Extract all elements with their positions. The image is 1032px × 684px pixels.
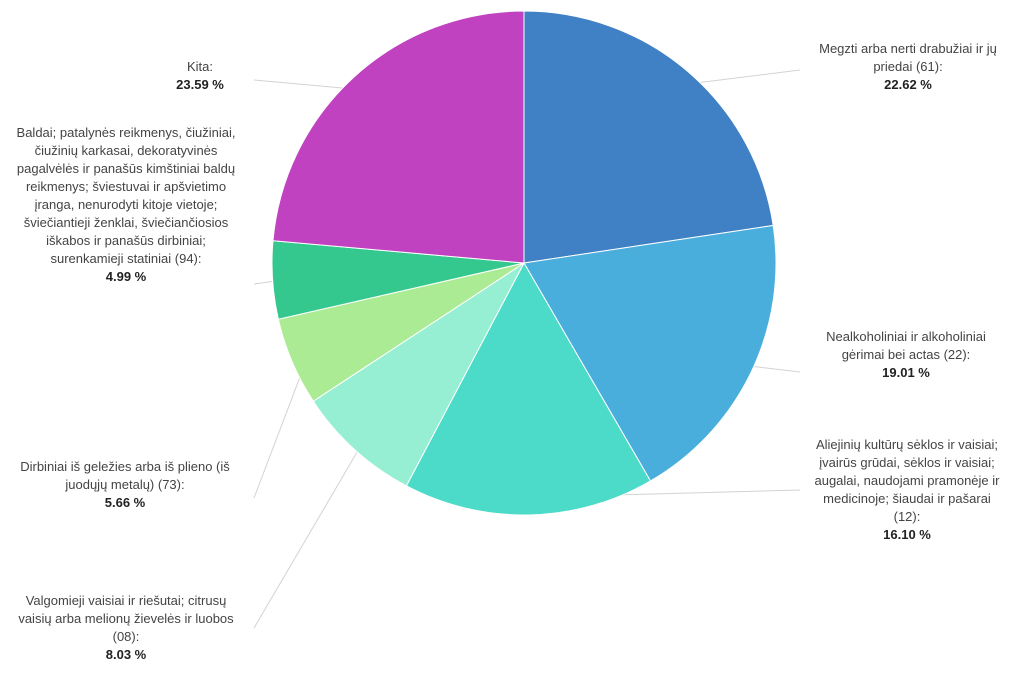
label-megzti: Megzti arba nerti drabužiai ir jų prieda…: [819, 41, 997, 92]
label-baldai: Baldai; patalynės reikmenys, čiužiniai, …: [16, 125, 236, 284]
label-nealkoholiniai: Nealkoholiniai ir alkoholiniai gėrimai b…: [826, 329, 986, 380]
leader-line: [253, 354, 309, 499]
label-dirbiniai: Dirbiniai iš geležies arba iš plieno (iš…: [20, 459, 230, 510]
label-valgomieji: Valgomieji vaisiai ir riešutai; citrusų …: [18, 593, 234, 662]
slice-valgomieji: [312, 262, 525, 487]
slice-kita: [272, 10, 525, 264]
slice-nealkoholiniai: [523, 224, 777, 482]
label-kita: Kita: 23.59 %: [176, 59, 224, 92]
slice-aliejiniu: [405, 261, 652, 516]
slice-megzti: [523, 10, 774, 264]
leader-line: [253, 436, 367, 629]
label-aliejiniu: Aliejinių kultūrų sėklos ir vaisiai; įva…: [814, 437, 1000, 542]
